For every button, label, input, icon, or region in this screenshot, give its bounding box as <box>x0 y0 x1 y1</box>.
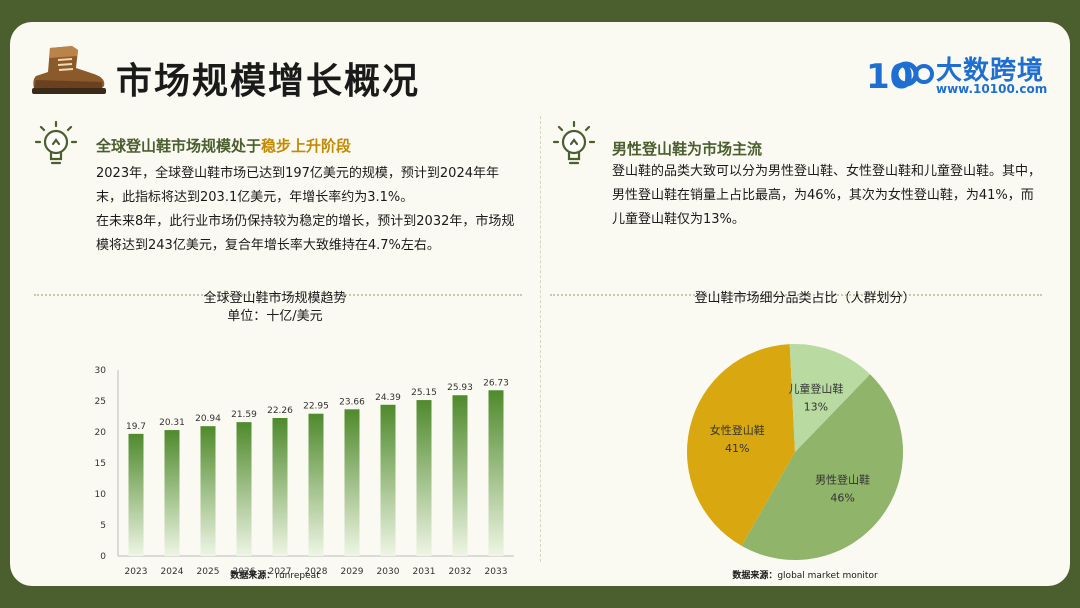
logo-name: 大数跨境 <box>936 56 1045 86</box>
bar-2025 <box>200 426 216 556</box>
bar-data-label: 19.7 <box>126 422 146 432</box>
bar-data-label: 22.26 <box>267 406 293 416</box>
bar-2024 <box>164 430 180 556</box>
bar-2023 <box>128 433 144 556</box>
y-tick-label: 20 <box>95 428 107 438</box>
x-tick-label: 2023 <box>125 567 148 577</box>
x-tick-label: 2032 <box>449 567 472 577</box>
lightbulb-icon <box>34 120 78 165</box>
pie-slice-label: 女性登山鞋 <box>710 423 765 437</box>
pie-slice-1 <box>687 344 795 546</box>
bar-data-label: 22.95 <box>303 402 329 412</box>
x-tick-label: 2026 <box>233 567 256 577</box>
left-heading-plain: 全球登山鞋市场规模处于 <box>96 137 262 155</box>
left-section-heading: 全球登山鞋市场规模处于稳步上升阶段 <box>96 135 351 156</box>
bar-2031 <box>416 400 432 556</box>
hiking-boot-icon <box>32 46 106 94</box>
x-tick-label: 2028 <box>305 567 328 577</box>
right-paragraph-1: 登山鞋的品类大致可以分为男性登山鞋、女性登山鞋和儿童登山鞋。其中，男性登山鞋在销… <box>612 164 1042 227</box>
bar-chart-title-block: 全球登山鞋市场规模趋势 单位：十亿/美元 <box>10 290 540 326</box>
pie-slice-value: 13% <box>804 400 828 413</box>
pie-slice-2 <box>789 344 871 452</box>
slide-card: 市场规模增长概况 10 大数跨境 www.10100.com 全球登山鞋市场规模… <box>10 22 1070 586</box>
left-divider <box>34 294 522 296</box>
bar-data-label: 20.31 <box>159 418 185 428</box>
brand-logo: 10 大数跨境 www.10100.com <box>864 48 1054 102</box>
right-source-label: 数据来源： <box>732 571 778 581</box>
bar-2033 <box>488 390 504 556</box>
right-source-name: global market monitor <box>777 571 878 581</box>
lightbulb-icon <box>552 120 596 165</box>
right-section-heading: 男性登山鞋为市场主流 <box>612 140 763 158</box>
pie-slice-label: 儿童登山鞋 <box>788 381 843 395</box>
pie-slice-value: 46% <box>830 492 854 505</box>
x-tick-label: 2029 <box>341 567 364 577</box>
bar-data-label: 23.66 <box>339 397 365 407</box>
pie-slice-label: 男性登山鞋 <box>815 473 870 487</box>
bar-2032 <box>452 395 468 556</box>
x-tick-label: 2024 <box>161 567 184 577</box>
left-source-label: 数据来源： <box>230 571 276 581</box>
bar-data-label: 25.15 <box>411 388 437 398</box>
y-tick-label: 5 <box>100 521 106 531</box>
bar-data-label: 25.93 <box>447 383 473 393</box>
bar-2028 <box>308 413 324 556</box>
center-divider <box>540 116 541 562</box>
right-divider <box>550 294 1042 296</box>
bar-chart: 05101520253019.7202320.31202420.94202521… <box>95 366 514 577</box>
bar-chart-title: 全球登山鞋市场规模趋势 <box>203 291 347 306</box>
bar-2030 <box>380 404 396 556</box>
page-title: 市场规模增长概况 <box>116 61 421 102</box>
x-tick-label: 2025 <box>197 567 220 577</box>
left-section-text: 2023年，全球登山鞋市场已达到197亿美元的规模，预计到2024年年末，此指标… <box>96 162 520 258</box>
logo-url: www.10100.com <box>936 82 1048 96</box>
y-tick-label: 15 <box>95 459 106 469</box>
right-source: 数据来源：global market monitor <box>540 568 1070 581</box>
pie-slice-value: 41% <box>725 442 749 455</box>
left-paragraph-1: 2023年，全球登山鞋市场已达到197亿美元的规模，预计到2024年年末，此指标… <box>96 166 499 205</box>
bar-data-label: 26.73 <box>483 378 509 388</box>
bar-chart-subtitle: 单位：十亿/美元 <box>227 309 323 324</box>
x-tick-label: 2030 <box>377 567 400 577</box>
y-tick-label: 0 <box>100 552 106 562</box>
bar-2027 <box>272 417 288 556</box>
x-tick-label: 2033 <box>485 567 508 577</box>
y-tick-label: 10 <box>95 490 107 500</box>
left-source-name: runrepeat <box>275 571 320 581</box>
logo-mark-icon: 10 <box>866 57 934 97</box>
bar-data-label: 20.94 <box>195 414 221 424</box>
pie-chart: 男性登山鞋 46% 女性登山鞋 41% 儿童登山鞋 13% <box>687 344 903 560</box>
bar-data-label: 24.39 <box>375 393 401 403</box>
pie-slice-0 <box>741 374 903 560</box>
x-tick-label: 2031 <box>413 567 436 577</box>
bar-data-label: 21.59 <box>231 410 257 420</box>
left-paragraph-2: 在未来8年，此行业市场仍保持较为稳定的增长，预计到2032年，市场规模将达到24… <box>96 214 515 253</box>
left-heading-highlight: 稳步上升阶段 <box>261 137 352 155</box>
pie-chart-title: 登山鞋市场细分品类占比（人群划分） <box>694 291 916 306</box>
bar-2026 <box>236 422 252 556</box>
y-tick-label: 25 <box>95 397 106 407</box>
y-tick-label: 30 <box>95 366 107 376</box>
right-section-text: 登山鞋的品类大致可以分为男性登山鞋、女性登山鞋和儿童登山鞋。其中，男性登山鞋在销… <box>612 160 1044 232</box>
x-tick-label: 2027 <box>269 567 292 577</box>
bar-2029 <box>344 409 360 556</box>
left-source: 数据来源：runrepeat <box>10 568 540 581</box>
